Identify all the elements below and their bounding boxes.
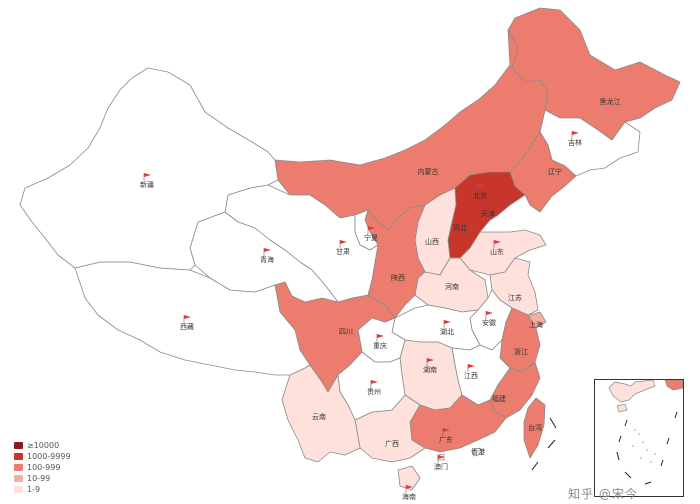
legend-item[interactable]: 1000-9999	[14, 451, 71, 462]
legend-label: 10-99	[27, 473, 51, 483]
legend-swatch	[14, 453, 23, 460]
flag-marker-icon	[376, 334, 384, 342]
legend-swatch	[14, 475, 23, 482]
south-china-sea-inset	[594, 379, 684, 497]
legend-label: 100-999	[27, 462, 61, 472]
legend-swatch	[14, 442, 23, 449]
province-region[interactable]	[523, 397, 546, 459]
flag-marker-icon	[571, 131, 579, 139]
flag-marker-icon	[443, 320, 451, 328]
flag-marker-icon	[183, 315, 191, 323]
province-label: 海南	[402, 492, 416, 500]
flag-marker-icon	[442, 428, 450, 436]
legend-item[interactable]: 10-99	[14, 473, 71, 484]
province-region[interactable]	[397, 465, 421, 491]
sea-boundary-dash	[547, 439, 556, 449]
flag-marker-icon	[476, 184, 484, 192]
flag-marker-icon	[426, 358, 434, 366]
legend-label: ≥10000	[27, 440, 60, 450]
flag-marker-icon	[370, 380, 378, 388]
inset-islands	[632, 429, 656, 463]
legend-swatch	[14, 464, 23, 471]
province-region[interactable]	[281, 364, 361, 463]
province-label: 澳门	[434, 462, 448, 471]
south-sea-marks	[531, 417, 557, 471]
province-region[interactable]	[471, 447, 483, 457]
province-region[interactable]	[189, 211, 339, 303]
flag-marker-icon	[367, 226, 375, 234]
legend-swatch	[14, 486, 23, 493]
nine-dash-line	[616, 411, 678, 485]
inset-taiwan	[664, 379, 684, 391]
legend-item[interactable]: 1-9	[14, 484, 71, 495]
province-region[interactable]	[19, 67, 279, 271]
map-legend: ≥10000 1000-9999 100-999 10-99 1-9	[14, 440, 71, 495]
flag-marker-icon	[143, 173, 151, 181]
flag-marker-icon	[485, 311, 493, 319]
legend-label: 1-9	[27, 484, 41, 494]
flag-marker-icon	[493, 240, 501, 248]
inset-mainland-coast	[608, 379, 656, 403]
legend-label: 1000-9999	[27, 451, 71, 461]
watermark: 知乎 @宋今	[568, 487, 638, 501]
province-region[interactable]	[74, 261, 311, 376]
provinces-layer	[19, 7, 681, 491]
legend-item[interactable]: ≥10000	[14, 440, 71, 451]
inset-canvas	[608, 379, 684, 485]
flag-marker-icon	[405, 485, 413, 493]
flag-marker-icon	[467, 364, 475, 372]
legend-item[interactable]: 100-999	[14, 462, 71, 473]
flag-marker-icon	[263, 248, 271, 256]
sea-boundary-dash	[549, 417, 557, 429]
flag-marker-icon	[437, 455, 445, 463]
sea-boundary-dash	[531, 461, 539, 471]
flag-marker-icon	[339, 240, 347, 248]
inset-hainan	[616, 403, 628, 413]
